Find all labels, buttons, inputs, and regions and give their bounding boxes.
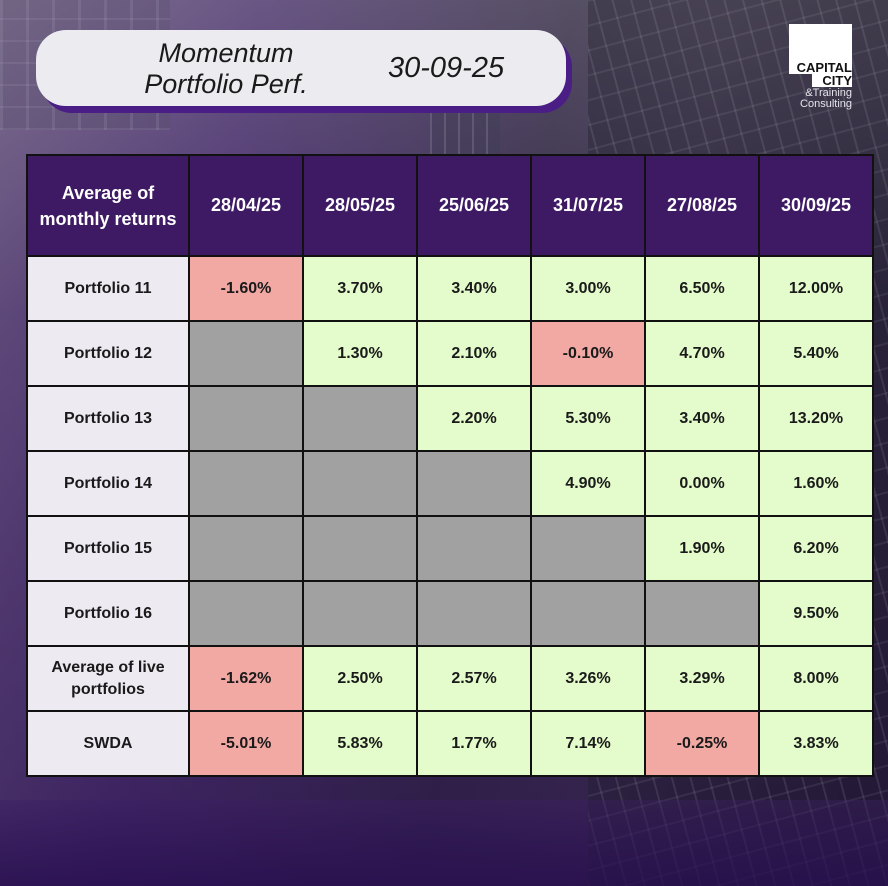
column-header: 28/05/25 — [302, 154, 418, 257]
logo-text-city: CITY — [812, 74, 852, 87]
column-header: 30/09/25 — [758, 154, 874, 257]
empty-cell — [416, 515, 532, 582]
value-cell: -0.25% — [644, 710, 760, 777]
row-label: Portfolio 14 — [26, 450, 190, 517]
row-label: Average of live portfolios — [26, 645, 190, 712]
value-cell: 2.20% — [416, 385, 532, 452]
value-cell: 4.90% — [530, 450, 646, 517]
empty-cell — [302, 450, 418, 517]
value-cell: 4.70% — [644, 320, 760, 387]
value-cell: 0.00% — [644, 450, 760, 517]
column-header: 27/08/25 — [644, 154, 760, 257]
value-cell: 1.60% — [758, 450, 874, 517]
page-title: Momentum Portfolio Perf. — [106, 38, 346, 100]
table-row: Average of live portfolios -1.62% 2.50% 2.5… — [26, 645, 874, 712]
value-cell: 7.14% — [530, 710, 646, 777]
table-row: Portfolio 15 1.90% 6.20% — [26, 515, 874, 582]
empty-cell — [530, 580, 646, 647]
column-header: 28/04/25 — [188, 154, 304, 257]
value-cell: 5.83% — [302, 710, 418, 777]
value-cell: 3.70% — [302, 255, 418, 322]
logo-box — [789, 24, 852, 74]
table-header-row: Average of monthly returns 28/04/25 28/05… — [26, 154, 874, 257]
value-cell: 8.00% — [758, 645, 874, 712]
value-cell: 3.83% — [758, 710, 874, 777]
footer-gradient — [0, 800, 888, 886]
value-cell: 3.00% — [530, 255, 646, 322]
empty-cell — [188, 580, 304, 647]
empty-cell — [188, 320, 304, 387]
value-cell: -1.60% — [188, 255, 304, 322]
value-cell: 5.40% — [758, 320, 874, 387]
value-cell: 2.10% — [416, 320, 532, 387]
title-date: 30-09-25 — [388, 52, 505, 84]
table-row: Portfolio 13 2.20% 5.30% 3.40% 13.20% — [26, 385, 874, 452]
building-image-center — [430, 100, 500, 160]
title-line-2: Portfolio Perf. — [144, 69, 308, 99]
empty-cell — [302, 385, 418, 452]
capital-city-logo: CAPITAL CITY &Training Consulting — [789, 24, 852, 111]
value-cell: 13.20% — [758, 385, 874, 452]
empty-cell — [188, 515, 304, 582]
value-cell: 1.90% — [644, 515, 760, 582]
row-label: Portfolio 13 — [26, 385, 190, 452]
value-cell: 6.20% — [758, 515, 874, 582]
value-cell: -5.01% — [188, 710, 304, 777]
row-label: SWDA — [26, 710, 190, 777]
empty-cell — [302, 580, 418, 647]
value-cell: 2.57% — [416, 645, 532, 712]
logo-text-training: &Training — [805, 87, 852, 99]
row-label: Portfolio 16 — [26, 580, 190, 647]
value-cell: 1.77% — [416, 710, 532, 777]
table-row: Portfolio 11 -1.60% 3.70% 3.40% 3.00% 6.50% 12… — [26, 255, 874, 322]
value-cell: -1.62% — [188, 645, 304, 712]
value-cell: 5.30% — [530, 385, 646, 452]
performance-table: Average of monthly returns 28/04/25 28/05… — [26, 154, 874, 777]
value-cell: 3.26% — [530, 645, 646, 712]
column-header: 25/06/25 — [416, 154, 532, 257]
empty-cell — [416, 580, 532, 647]
empty-cell — [188, 450, 304, 517]
table-row: Portfolio 12 1.30% 2.10% -0.10% 4.70% 5.40% — [26, 320, 874, 387]
value-cell: 12.00% — [758, 255, 874, 322]
table-row: SWDA -5.01% 5.83% 1.77% 7.14% -0.25% 3.83% — [26, 710, 874, 777]
corner-header: Average of monthly returns — [26, 154, 190, 257]
logo-text-consulting: Consulting — [800, 98, 852, 110]
value-cell: 3.40% — [416, 255, 532, 322]
empty-cell — [416, 450, 532, 517]
value-cell: 1.30% — [302, 320, 418, 387]
row-label: Portfolio 12 — [26, 320, 190, 387]
empty-cell — [188, 385, 304, 452]
logo-text-capital: CAPITAL — [796, 60, 852, 75]
empty-cell — [530, 515, 646, 582]
column-header: 31/07/25 — [530, 154, 646, 257]
title-line-1: Momentum — [158, 38, 294, 68]
row-label: Portfolio 11 — [26, 255, 190, 322]
value-cell: 9.50% — [758, 580, 874, 647]
empty-cell — [302, 515, 418, 582]
value-cell: 3.40% — [644, 385, 760, 452]
title-banner: Momentum Portfolio Perf. 30-09-25 — [36, 30, 566, 106]
table-row: Portfolio 16 9.50% — [26, 580, 874, 647]
value-cell: 3.29% — [644, 645, 760, 712]
value-cell: 6.50% — [644, 255, 760, 322]
value-cell: 2.50% — [302, 645, 418, 712]
table-row: Portfolio 14 4.90% 0.00% 1.60% — [26, 450, 874, 517]
empty-cell — [644, 580, 760, 647]
value-cell: -0.10% — [530, 320, 646, 387]
row-label: Portfolio 15 — [26, 515, 190, 582]
